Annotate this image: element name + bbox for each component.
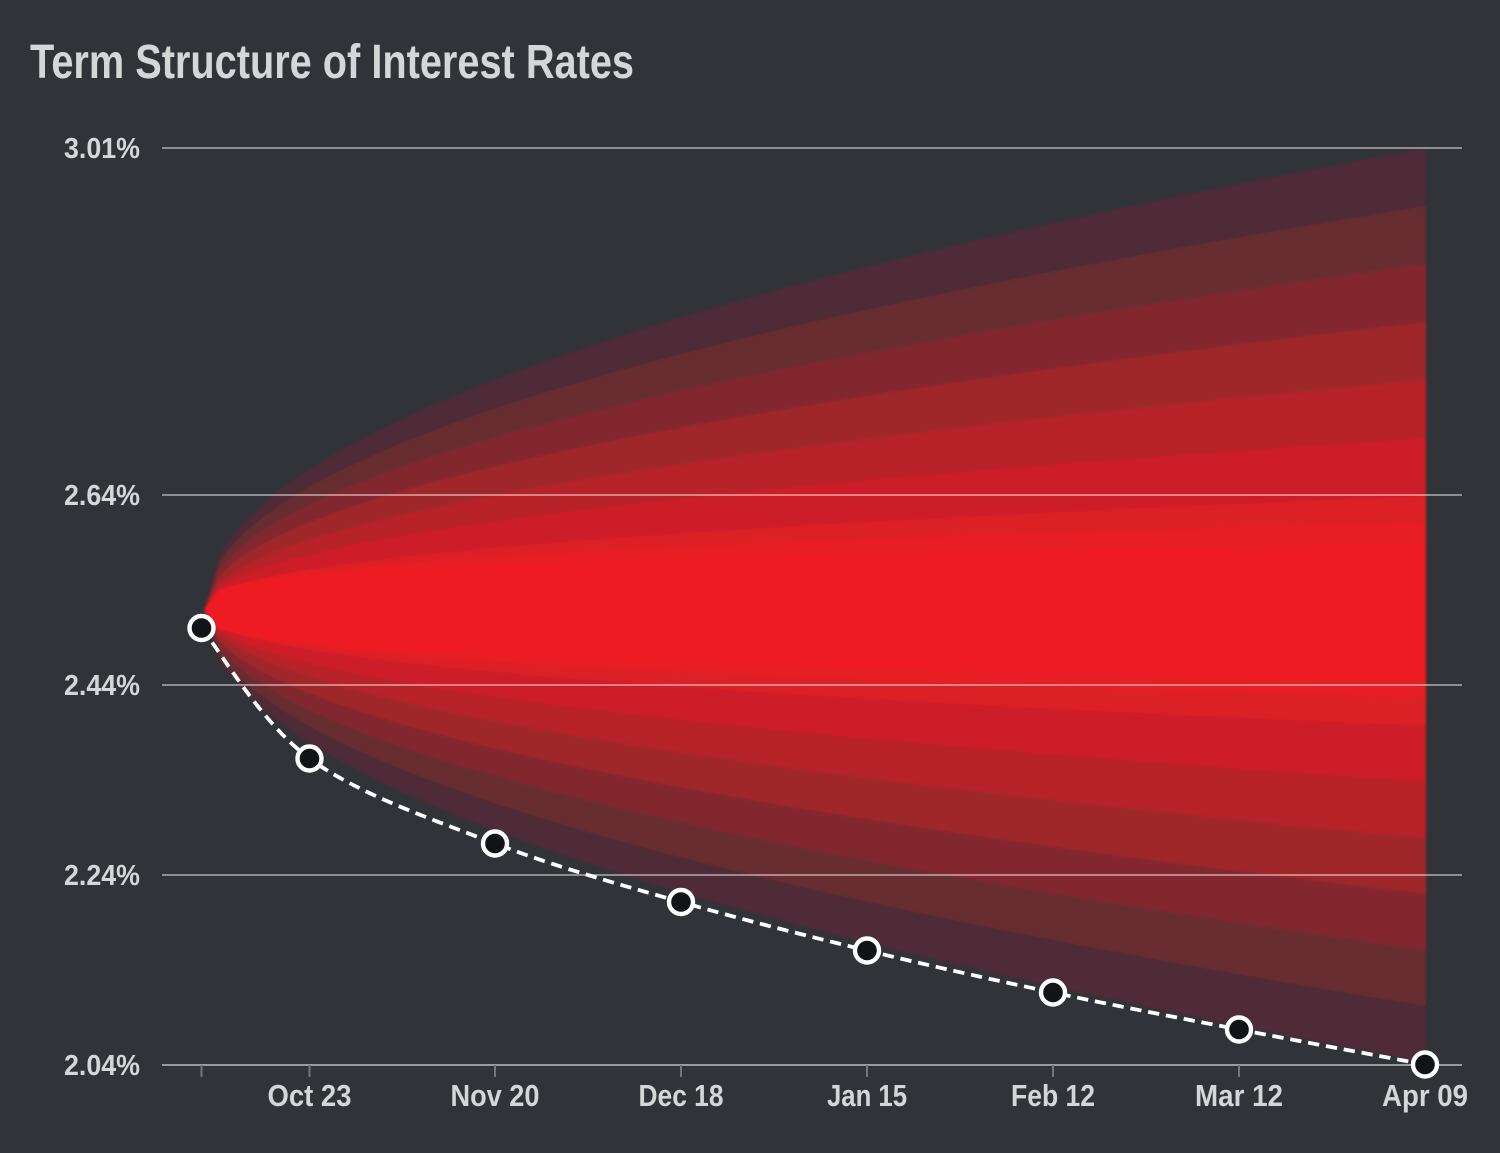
svg-text:Oct 23: Oct 23 bbox=[268, 1078, 352, 1113]
svg-text:Feb 12: Feb 12 bbox=[1011, 1078, 1095, 1113]
svg-text:2.44%: 2.44% bbox=[64, 670, 140, 702]
svg-text:2.04%: 2.04% bbox=[64, 1050, 140, 1082]
svg-text:Mar 12: Mar 12 bbox=[1195, 1078, 1283, 1113]
svg-text:Nov 20: Nov 20 bbox=[451, 1078, 540, 1113]
svg-text:Apr 09: Apr 09 bbox=[1382, 1078, 1468, 1113]
svg-text:2.64%: 2.64% bbox=[64, 480, 140, 512]
svg-text:Term Structure of Interest Rat: Term Structure of Interest Rates bbox=[30, 36, 634, 89]
svg-text:Dec 18: Dec 18 bbox=[639, 1078, 724, 1113]
svg-text:Jan 15: Jan 15 bbox=[827, 1078, 907, 1113]
svg-text:2.24%: 2.24% bbox=[64, 860, 140, 892]
svg-text:3.01%: 3.01% bbox=[64, 133, 140, 165]
